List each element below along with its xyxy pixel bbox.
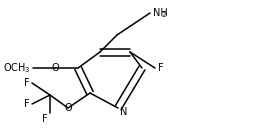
Text: O: O — [51, 63, 59, 73]
Text: F: F — [42, 114, 48, 124]
Text: O: O — [64, 103, 72, 113]
Text: $\mathregular{OCH_3}$: $\mathregular{OCH_3}$ — [3, 61, 31, 75]
Text: N: N — [120, 107, 127, 117]
Text: F: F — [24, 78, 30, 88]
Text: NH: NH — [153, 8, 168, 18]
Text: F: F — [158, 63, 164, 73]
Text: F: F — [24, 99, 30, 109]
Text: 2: 2 — [162, 12, 166, 18]
